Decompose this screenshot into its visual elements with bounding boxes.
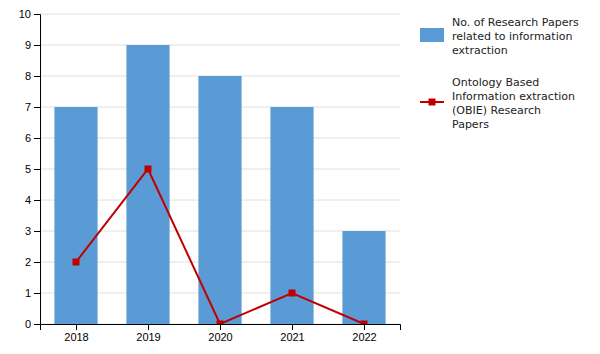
marks [54, 45, 385, 324]
y-tick-label: 10 [19, 8, 31, 20]
y-tick: 10 [19, 8, 40, 20]
y-tick-label: 3 [25, 225, 31, 237]
x-tick-label: 2021 [280, 331, 304, 343]
y-tick-label: 1 [25, 287, 31, 299]
legend-label-line: Information extraction [452, 90, 575, 103]
x-tick: 2019 [136, 324, 160, 343]
y-tick: 7 [25, 101, 40, 113]
marker [73, 259, 80, 266]
y-tick-mark [34, 200, 40, 201]
marker [289, 290, 296, 297]
legend-label-line: (OBIE) Research [452, 104, 541, 117]
bar [54, 107, 97, 324]
x-tick-label: 2019 [136, 331, 160, 343]
y-tick-mark [34, 169, 40, 170]
y-tick-label: 2 [25, 256, 31, 268]
y-tick-mark [34, 76, 40, 77]
chart: 2018 2019 2020 2021 2022 0 1 2 3 4 5 6 7 8 9 10 No. of R… [0, 0, 600, 354]
x-tick-mark [148, 324, 149, 330]
legend-item: No. of Research Papersrelated to informa… [420, 16, 579, 57]
y-tick-label: 6 [25, 132, 31, 144]
y-tick: 8 [25, 70, 40, 82]
x-tick-label: 2020 [208, 331, 232, 343]
y-axis-line [34, 15, 41, 325]
legend-label-line: No. of Research Papers [452, 16, 579, 29]
y-tick: 4 [25, 194, 40, 206]
grid-line [40, 45, 400, 46]
y-axis: 0 1 2 3 4 5 6 7 8 9 10 [19, 8, 41, 330]
y-tick-mark [34, 45, 40, 46]
legend-label-line: Ontology Based [452, 76, 539, 89]
x-tick-label: 2018 [64, 331, 88, 343]
y-tick-mark [34, 231, 40, 232]
y-tick: 1 [25, 287, 40, 299]
y-tick: 2 [25, 256, 40, 268]
y-tick-label: 5 [25, 163, 31, 175]
x-tick: 2021 [280, 324, 304, 343]
y-tick-label: 7 [25, 101, 31, 113]
y-tick-label: 9 [25, 39, 31, 51]
legend-label: Ontology BasedInformation extraction(OBI… [452, 76, 575, 131]
y-tick: 3 [25, 225, 40, 237]
y-tick: 6 [25, 132, 40, 144]
line-series [73, 166, 368, 325]
bar [342, 231, 385, 324]
y-tick-mark [34, 324, 40, 325]
legend-label-line: Papers [452, 118, 489, 131]
bar [126, 45, 169, 324]
marker [361, 321, 368, 325]
legend-swatch [420, 28, 444, 42]
x-axis: 2018 2019 2020 2021 2022 [41, 324, 401, 343]
y-tick: 9 [25, 39, 40, 51]
y-tick-mark [34, 293, 40, 294]
y-tick-mark [34, 138, 40, 139]
y-tick-mark [34, 107, 40, 108]
y-tick: 0 [25, 318, 40, 330]
x-tick-mark [292, 324, 293, 330]
legend-label-line: related to information [452, 30, 572, 43]
grid-line [40, 14, 400, 15]
bar [198, 76, 241, 324]
x-tick: 2022 [352, 324, 376, 343]
legend-label-line: extraction [452, 44, 508, 57]
x-tick-mark [220, 324, 221, 330]
plot: 2018 2019 2020 2021 2022 0 1 2 3 4 5 6 7 8 9 10 [19, 8, 401, 343]
x-axis-line [41, 325, 401, 331]
legend-item: Ontology BasedInformation extraction(OBI… [420, 76, 575, 131]
legend: No. of Research Papersrelated to informa… [420, 16, 579, 131]
y-tick-mark [34, 14, 40, 15]
y-tick: 5 [25, 163, 40, 175]
grid [40, 14, 400, 324]
line [76, 169, 364, 324]
x-tick: 2020 [208, 324, 232, 343]
marker [145, 166, 152, 173]
y-tick-label: 4 [25, 194, 31, 206]
x-tick-mark [364, 324, 365, 330]
bar [270, 107, 313, 324]
legend-marker [429, 99, 436, 106]
x-tick-mark [76, 324, 77, 330]
x-tick: 2018 [64, 324, 88, 343]
y-tick-label: 0 [25, 318, 31, 330]
legend-label: No. of Research Papersrelated to informa… [452, 16, 579, 57]
bar-series [54, 45, 385, 324]
x-tick-label: 2022 [352, 331, 376, 343]
y-tick-mark [34, 262, 40, 263]
marker [217, 321, 224, 325]
y-tick-label: 8 [25, 70, 31, 82]
